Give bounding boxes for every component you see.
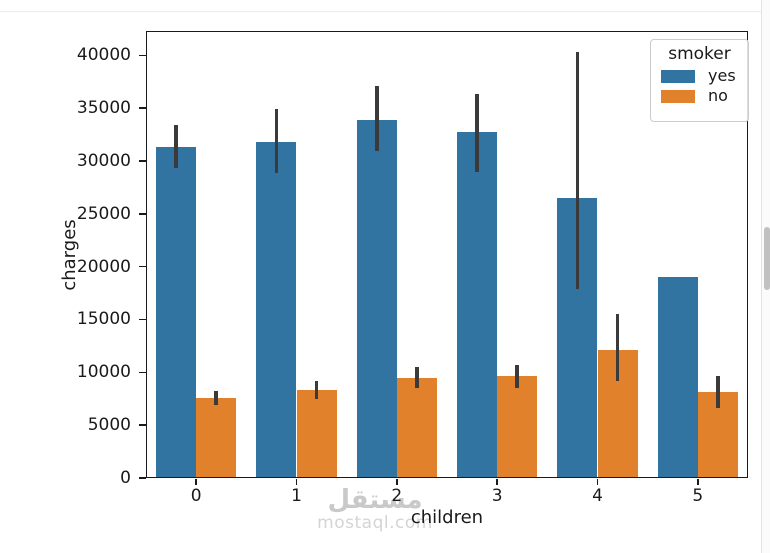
x-tick-mark-5 bbox=[697, 478, 699, 485]
error-bar-no-children-3 bbox=[515, 364, 520, 388]
legend-swatch-no-icon bbox=[661, 89, 695, 103]
error-bar-yes-children-3 bbox=[475, 94, 479, 172]
y-tick-label-10000: 10000 bbox=[76, 362, 131, 383]
watermark: مستقل mostaql.com bbox=[308, 486, 442, 532]
y-tick-mark-35000 bbox=[139, 107, 146, 109]
x-tick-mark-2 bbox=[396, 478, 398, 485]
bar-no-children-2 bbox=[396, 377, 437, 478]
error-bar-no-children-5 bbox=[716, 376, 720, 408]
error-bar-no-children-2 bbox=[415, 366, 419, 388]
y-tick-label-30000: 30000 bbox=[76, 150, 131, 171]
x-tick-label-0: 0 bbox=[190, 486, 202, 506]
watermark-site-text: mostaql.com bbox=[317, 513, 433, 533]
x-tick-label-5: 5 bbox=[692, 486, 704, 506]
y-tick-label-15000: 15000 bbox=[76, 309, 131, 330]
bar-yes-children-2 bbox=[356, 120, 397, 478]
x-tick-label-3: 3 bbox=[491, 486, 503, 506]
legend-item-yes: yes bbox=[661, 68, 748, 84]
watermark-logo-text: مستقل bbox=[327, 485, 423, 515]
error-bar-yes-children-1 bbox=[274, 109, 279, 174]
y-tick-mark-5000 bbox=[139, 424, 146, 426]
bar-no-children-1 bbox=[296, 390, 337, 478]
error-bar-yes-children-2 bbox=[374, 86, 379, 151]
y-tick-label-5000: 5000 bbox=[87, 415, 131, 436]
error-bar-no-children-4 bbox=[615, 313, 620, 381]
bar-yes-children-1 bbox=[256, 141, 297, 478]
x-tick-mark-0 bbox=[195, 478, 197, 485]
scrollbar-thumb[interactable] bbox=[763, 227, 770, 290]
x-tick-mark-3 bbox=[496, 478, 498, 485]
y-tick-mark-0 bbox=[139, 477, 146, 479]
y-tick-mark-40000 bbox=[139, 54, 146, 57]
legend-item-no: no bbox=[661, 88, 748, 104]
y-tick-mark-15000 bbox=[139, 318, 146, 321]
legend-item-label-no: no bbox=[708, 86, 728, 105]
y-tick-mark-20000 bbox=[139, 265, 146, 268]
scrollbar-track[interactable] bbox=[761, 0, 770, 553]
x-tick-label-1: 1 bbox=[291, 486, 302, 506]
legend-swatch-yes-icon bbox=[661, 69, 695, 83]
error-bar-no-children-1 bbox=[314, 381, 319, 400]
y-tick-label-40000: 40000 bbox=[76, 45, 131, 66]
bar-yes-children-5 bbox=[657, 276, 698, 478]
legend-item-label-yes: yes bbox=[708, 66, 736, 85]
x-tick-mark-4 bbox=[596, 478, 599, 485]
bar-yes-children-3 bbox=[457, 132, 498, 478]
y-tick-mark-25000 bbox=[139, 213, 146, 215]
plot-area bbox=[146, 31, 748, 478]
error-bar-yes-children-4 bbox=[575, 52, 580, 289]
top-divider bbox=[0, 11, 770, 12]
x-tick-label-4: 4 bbox=[592, 486, 603, 506]
legend-title: smoker bbox=[668, 44, 731, 64]
y-tick-mark-30000 bbox=[139, 160, 146, 162]
bar-no-children-0 bbox=[196, 397, 237, 478]
y-tick-label-20000: 20000 bbox=[76, 256, 131, 277]
bar-no-children-3 bbox=[497, 376, 538, 478]
x-axis-label: children bbox=[410, 507, 484, 528]
y-tick-label-0: 0 bbox=[120, 468, 131, 488]
y-tick-mark-10000 bbox=[139, 371, 146, 374]
x-tick-mark-1 bbox=[295, 478, 298, 485]
error-bar-no-children-0 bbox=[214, 390, 219, 406]
error-bar-yes-children-0 bbox=[174, 124, 178, 168]
legend-items: yes no bbox=[651, 68, 748, 104]
y-tick-label-35000: 35000 bbox=[76, 98, 131, 119]
legend: smoker yes no bbox=[650, 39, 749, 122]
y-axis-label: charges bbox=[59, 219, 80, 291]
bar-yes-children-0 bbox=[156, 146, 197, 478]
y-tick-label-25000: 25000 bbox=[76, 203, 131, 224]
x-tick-label-2: 2 bbox=[391, 486, 403, 506]
